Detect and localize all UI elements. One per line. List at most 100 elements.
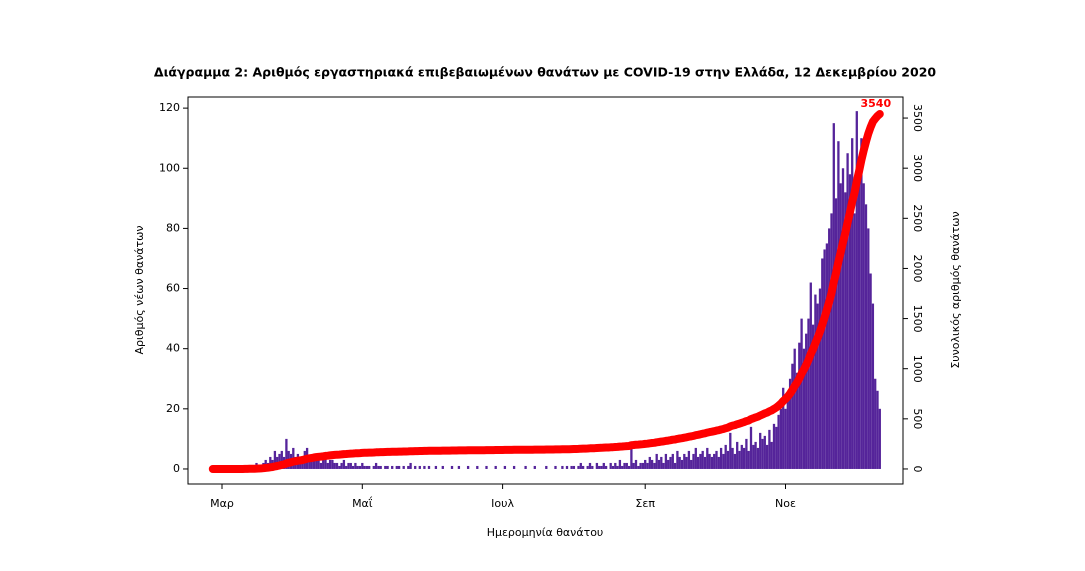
bar	[821, 258, 824, 469]
y-axis-label: Αριθμός νέων θανάτων	[133, 226, 146, 355]
bar	[784, 408, 787, 469]
bar	[409, 462, 412, 469]
bar	[319, 462, 323, 469]
bar	[786, 393, 789, 469]
bar	[485, 465, 488, 469]
bar	[816, 303, 819, 469]
y2-tick-label: 1000	[911, 355, 924, 383]
bar	[839, 183, 842, 469]
end-value-label: 3540	[860, 97, 891, 110]
bar	[570, 465, 573, 469]
bar	[662, 462, 665, 469]
bar	[565, 465, 569, 469]
bar	[807, 318, 810, 469]
bar	[441, 465, 444, 469]
bar	[414, 465, 417, 469]
bar	[763, 435, 766, 469]
bar	[830, 213, 833, 469]
bar	[280, 450, 283, 469]
bar	[713, 453, 716, 469]
bar	[761, 438, 764, 469]
bar	[328, 459, 332, 469]
x-tick-label: Σεπ	[635, 497, 655, 510]
bar	[733, 453, 737, 469]
bar	[299, 459, 302, 469]
bar	[664, 453, 668, 469]
bar	[604, 465, 608, 469]
bar	[791, 363, 794, 469]
y2-tick-label: 3500	[911, 104, 924, 132]
bar	[326, 462, 329, 469]
bar	[586, 465, 589, 469]
bar	[756, 447, 760, 469]
bar	[717, 456, 720, 469]
bar	[795, 372, 799, 469]
bar	[811, 324, 815, 469]
bar	[354, 462, 357, 469]
bar	[351, 465, 355, 469]
bar	[379, 465, 382, 469]
bar	[855, 111, 858, 469]
bar	[667, 459, 670, 469]
bar	[848, 174, 852, 469]
bar	[673, 462, 677, 469]
bar	[363, 465, 366, 469]
bar	[692, 453, 695, 469]
bar	[634, 459, 638, 469]
bar	[779, 408, 783, 469]
bar	[545, 465, 548, 469]
bar	[657, 459, 661, 469]
bar	[846, 153, 849, 469]
bar	[595, 462, 599, 469]
bar	[800, 318, 803, 469]
bar	[703, 456, 707, 469]
bar	[554, 465, 557, 469]
bar	[356, 465, 359, 469]
bar	[736, 441, 739, 469]
bar	[878, 408, 881, 469]
bar	[533, 465, 536, 469]
x-tick-label: Μαρ	[210, 497, 234, 510]
bar	[512, 465, 516, 469]
bar	[690, 459, 693, 469]
bar	[310, 459, 313, 469]
bar	[715, 450, 718, 469]
bar	[340, 462, 343, 469]
bar	[625, 462, 628, 469]
bar	[614, 462, 617, 469]
bar	[450, 465, 454, 469]
bar	[358, 465, 362, 469]
bar	[285, 438, 288, 469]
bar	[609, 462, 612, 469]
bar	[740, 444, 743, 469]
plot-frame	[187, 96, 904, 485]
cumulative-line	[208, 110, 884, 473]
bar	[671, 453, 674, 469]
bar	[331, 459, 334, 469]
bar	[494, 465, 497, 469]
bar	[809, 282, 812, 469]
bar	[476, 465, 479, 469]
bar	[338, 465, 341, 469]
bar	[621, 465, 624, 469]
bar	[699, 453, 702, 469]
bar	[726, 450, 730, 469]
bar	[754, 441, 757, 469]
bar	[347, 462, 350, 469]
bar	[823, 249, 826, 469]
bar	[349, 462, 352, 469]
bar	[869, 273, 872, 469]
bar	[646, 462, 649, 469]
bar	[598, 465, 601, 469]
y-tick-label: 20	[166, 402, 180, 415]
bar	[611, 465, 615, 469]
bar	[639, 462, 642, 469]
bar	[759, 432, 762, 469]
bar	[857, 168, 861, 469]
bar	[377, 465, 380, 469]
bar	[660, 456, 663, 469]
bar	[315, 456, 318, 469]
y2-tick-label: 1500	[911, 305, 924, 333]
bar	[641, 462, 645, 469]
bar	[374, 462, 378, 469]
